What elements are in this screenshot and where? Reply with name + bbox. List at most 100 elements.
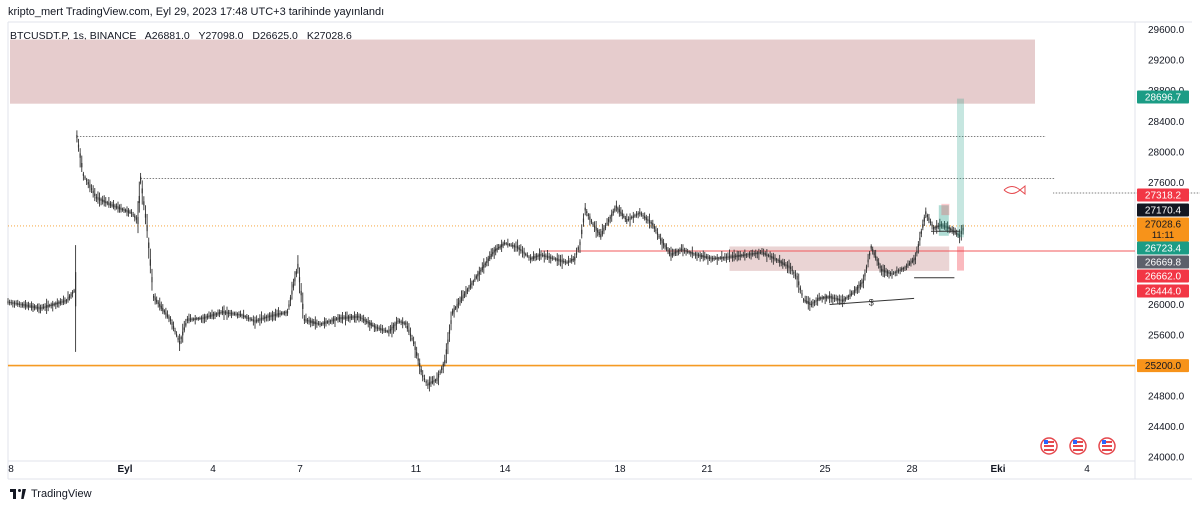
- candle-body: [205, 316, 207, 319]
- candle-body: [235, 313, 237, 315]
- candle-body: [683, 249, 686, 252]
- candle-body: [297, 263, 299, 269]
- candle-body: [942, 224, 944, 227]
- candle-body: [264, 316, 266, 320]
- candle-body: [52, 303, 54, 306]
- candle-body: [13, 302, 16, 305]
- candle-body: [94, 193, 96, 196]
- candle-body: [439, 371, 441, 374]
- candle-body: [608, 219, 610, 222]
- candle-body: [761, 251, 763, 254]
- candle-body: [366, 320, 368, 323]
- candle-body: [84, 176, 86, 179]
- candle-body: [87, 182, 89, 185]
- candle-body: [772, 256, 774, 260]
- candle-body: [413, 341, 415, 344]
- candle-body: [894, 271, 896, 274]
- candle-body: [655, 229, 657, 232]
- candle-body: [504, 242, 506, 245]
- candle-body: [129, 211, 131, 214]
- candle-body: [956, 232, 958, 235]
- candle-body: [631, 217, 633, 219]
- candle-body: [962, 227, 964, 231]
- candle-body: [710, 257, 712, 260]
- candle-body: [582, 218, 585, 223]
- candle-body: [674, 251, 677, 254]
- candle-body: [844, 297, 847, 300]
- candle-body: [748, 253, 751, 256]
- candle-body: [629, 217, 631, 221]
- flag-stripe: [1044, 445, 1054, 447]
- candle-body: [571, 258, 573, 262]
- candle-body: [644, 216, 646, 219]
- candle-body: [273, 314, 275, 317]
- candle-body: [417, 358, 419, 361]
- candle-body: [806, 300, 808, 303]
- candle-body: [597, 229, 599, 233]
- candle-body: [640, 213, 643, 216]
- candle-body: [520, 249, 522, 252]
- candle-body: [553, 258, 555, 260]
- candle-body: [162, 307, 164, 311]
- stop-bar[interactable]: [957, 246, 964, 271]
- candle-body: [471, 282, 473, 285]
- stop-box[interactable]: [941, 203, 950, 216]
- candle-body: [156, 299, 158, 303]
- candle-body: [271, 314, 274, 317]
- candle-body: [422, 375, 424, 378]
- candle-body: [403, 322, 405, 324]
- candle-body: [218, 312, 221, 315]
- candle-body: [495, 248, 497, 252]
- candle-body: [431, 380, 434, 384]
- x-tick-label: 4: [210, 464, 216, 475]
- candle-body: [652, 223, 654, 226]
- range-box[interactable]: [729, 246, 950, 271]
- candle-body: [212, 313, 215, 317]
- candle-body: [295, 271, 298, 275]
- candle-body: [302, 303, 304, 309]
- long-target-bar[interactable]: [957, 98, 964, 238]
- ohlc-open: A26881.0: [144, 30, 190, 42]
- candle-body: [441, 367, 443, 371]
- candle-body: [769, 255, 771, 258]
- candle-body: [174, 330, 176, 333]
- price-badge-label: 27028.6: [1145, 220, 1182, 231]
- candle-body: [899, 269, 901, 271]
- candle-body: [492, 252, 494, 255]
- symbol-info[interactable]: BTCUSDT.P, 1s, BINANCE: [10, 30, 137, 42]
- candle-body: [718, 257, 720, 259]
- price-badge: [1137, 359, 1189, 373]
- candle-body: [668, 251, 671, 254]
- candle-body: [163, 310, 165, 313]
- candle-body: [719, 257, 721, 259]
- candle-body: [777, 259, 779, 262]
- candle-body: [545, 255, 547, 258]
- candle-body: [191, 318, 193, 321]
- candle-body: [873, 252, 875, 256]
- candle-body: [661, 240, 663, 244]
- long-position-box[interactable]: [938, 205, 949, 236]
- sell-zone-box[interactable]: [10, 39, 1035, 104]
- candle-body: [208, 315, 210, 318]
- fish-doodle-icon[interactable]: [1003, 184, 1026, 196]
- candle-body: [701, 254, 703, 258]
- candle-body: [344, 316, 347, 320]
- candle-body: [634, 214, 636, 217]
- y-tick-label: 28400.0: [1148, 117, 1185, 128]
- candle-body: [26, 304, 28, 307]
- tradingview-logo[interactable]: TradingView: [10, 488, 92, 500]
- candle-body: [180, 336, 182, 340]
- candle-body: [733, 255, 735, 258]
- candle-body: [563, 260, 565, 263]
- candle-body: [951, 229, 953, 232]
- candle-body: [852, 292, 854, 294]
- candle-body: [7, 301, 9, 304]
- candle-body: [818, 297, 820, 300]
- candle-body: [931, 224, 933, 227]
- candle-body: [835, 297, 837, 300]
- candle-body: [705, 256, 707, 259]
- candle-body: [124, 209, 127, 212]
- candle-body: [699, 254, 701, 257]
- candle-body: [829, 295, 831, 299]
